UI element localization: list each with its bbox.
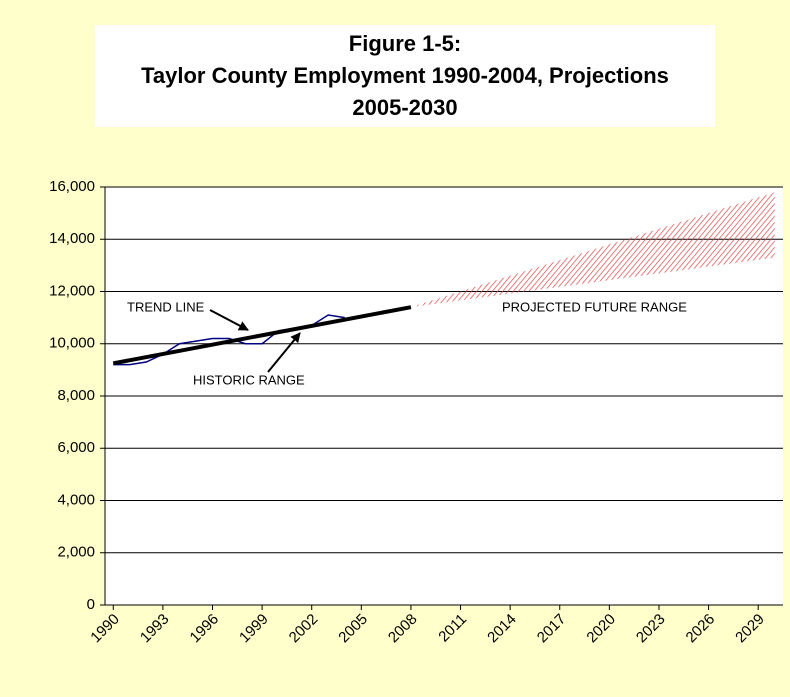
x-tick-label: 2026 bbox=[683, 611, 719, 647]
annotation: PROJECTED FUTURE RANGE bbox=[502, 299, 687, 314]
x-tick-label: 2011 bbox=[435, 611, 470, 646]
y-tick-label: 12,000 bbox=[49, 282, 95, 299]
annotation: HISTORIC RANGE bbox=[193, 372, 305, 387]
y-tick-label: 4,000 bbox=[57, 491, 95, 508]
chart-title: Taylor County Employment 1990-2004, Proj… bbox=[141, 63, 669, 88]
x-tick-label: 2029 bbox=[732, 611, 768, 647]
x-tick-label: 2020 bbox=[583, 611, 619, 647]
y-tick-label: 0 bbox=[87, 596, 95, 613]
x-tick-label: 2005 bbox=[335, 611, 371, 647]
y-tick-label: 2,000 bbox=[57, 544, 95, 561]
title-box bbox=[95, 25, 715, 127]
x-tick-label: 1990 bbox=[87, 611, 123, 647]
x-tick-label: 1993 bbox=[137, 611, 173, 647]
series-line bbox=[112, 305, 412, 366]
x-tick-label: 2017 bbox=[534, 611, 570, 647]
x-tick-label: 2002 bbox=[286, 611, 322, 647]
x-tick-label: 2014 bbox=[484, 611, 520, 647]
x-tick-label: 2023 bbox=[633, 611, 669, 647]
y-tick-label: 10,000 bbox=[49, 335, 95, 352]
x-tick-label: 1996 bbox=[187, 611, 223, 647]
y-tick-label: 8,000 bbox=[57, 387, 95, 404]
y-tick-label: 14,000 bbox=[49, 230, 95, 247]
y-tick-label: 6,000 bbox=[57, 439, 95, 456]
y-tick-label: 16,000 bbox=[49, 178, 95, 195]
x-tick-label: 1999 bbox=[236, 611, 272, 647]
annotation-arrow bbox=[209, 309, 249, 331]
annotation-arrow bbox=[267, 332, 301, 373]
annotation: TREND LINE bbox=[127, 299, 205, 314]
chart-title: 2005-2030 bbox=[352, 95, 457, 120]
chart-title: Figure 1-5: bbox=[349, 31, 461, 56]
x-tick-label: 2008 bbox=[385, 611, 421, 647]
projection-range bbox=[410, 192, 775, 308]
